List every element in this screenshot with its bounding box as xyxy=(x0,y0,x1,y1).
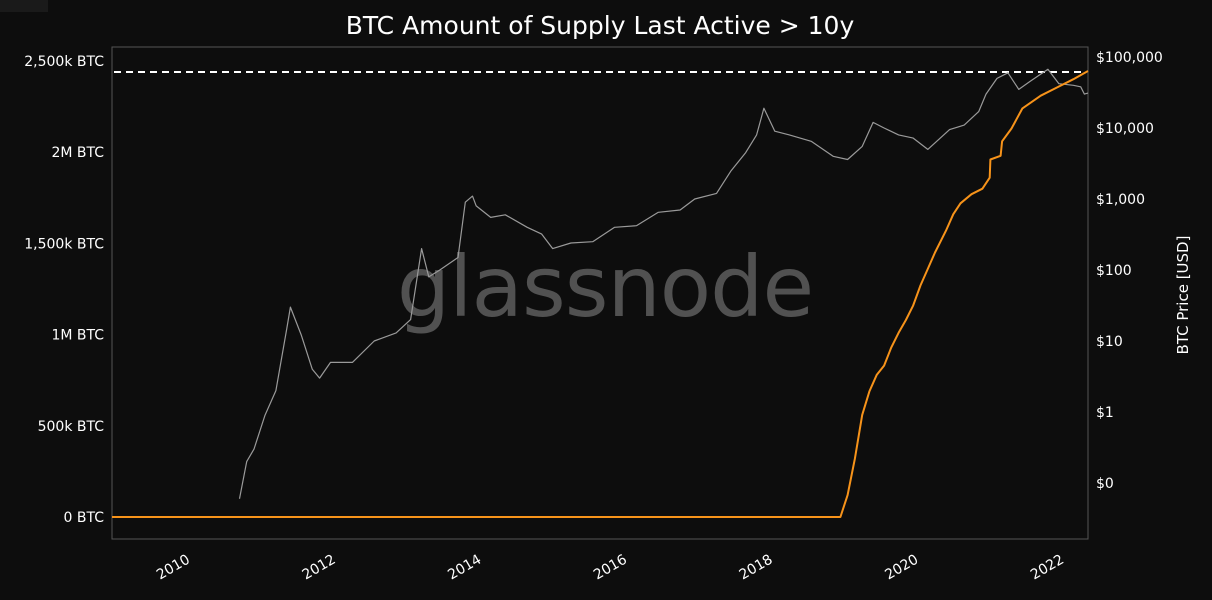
right-tick-label: $1,000 xyxy=(1096,192,1145,208)
plot-frame xyxy=(111,46,1089,540)
top-left-button[interactable] xyxy=(0,0,48,12)
series-layer xyxy=(112,68,1089,518)
left-tick-label: 2M BTC xyxy=(51,145,104,161)
left-axis-ticks: 0 BTC 500k BTC 1M BTC 1,500k BTC 2M BTC 2,500… xyxy=(24,54,104,526)
left-tick-label: 0 BTC xyxy=(64,510,105,526)
right-axis-label: BTC Price [USD] xyxy=(1174,236,1192,355)
left-tick-label: 1,500k BTC xyxy=(24,236,104,252)
right-tick-label: $0 xyxy=(1096,476,1114,492)
supply-line xyxy=(112,70,1089,518)
glassnode-watermark: glassnode xyxy=(397,238,813,336)
right-tick-label: $100 xyxy=(1096,263,1132,279)
right-tick-label: $10,000 xyxy=(1096,121,1154,137)
right-tick-label: $100,000 xyxy=(1096,50,1163,66)
price-line xyxy=(238,68,1089,499)
left-tick-label: 1M BTC xyxy=(51,328,104,344)
right-axis-ticks: $0 $1 $10 $100 $1,000 $10,000 $100,000 xyxy=(1096,50,1163,492)
chart-title: BTC Amount of Supply Last Active > 10y xyxy=(346,11,855,40)
right-tick-label: $1 xyxy=(1096,405,1114,421)
right-tick-label: $10 xyxy=(1096,334,1123,350)
left-tick-label: 500k BTC xyxy=(38,419,105,435)
left-tick-label: 2,500k BTC xyxy=(24,54,104,70)
